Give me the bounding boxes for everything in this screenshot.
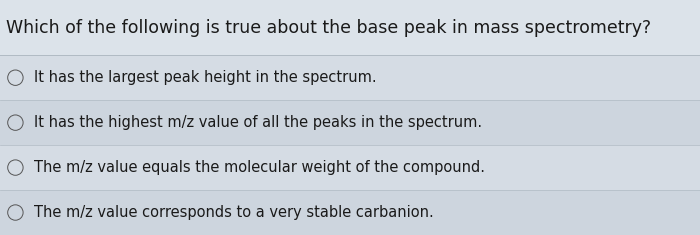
Text: It has the highest m/z value of all the peaks in the spectrum.: It has the highest m/z value of all the … (34, 115, 482, 130)
Bar (0, 55, 700, 100)
Text: The m/z value corresponds to a very stable carbanion.: The m/z value corresponds to a very stab… (34, 205, 433, 220)
Bar (0, 190, 700, 235)
Bar (0, 0, 700, 55)
Text: It has the largest peak height in the spectrum.: It has the largest peak height in the sp… (34, 70, 376, 85)
Bar (0, 145, 700, 190)
Text: The m/z value equals the molecular weight of the compound.: The m/z value equals the molecular weigh… (34, 160, 484, 175)
Text: Which of the following is true about the base peak in mass spectrometry?: Which of the following is true about the… (6, 19, 651, 37)
Bar (0, 100, 700, 145)
